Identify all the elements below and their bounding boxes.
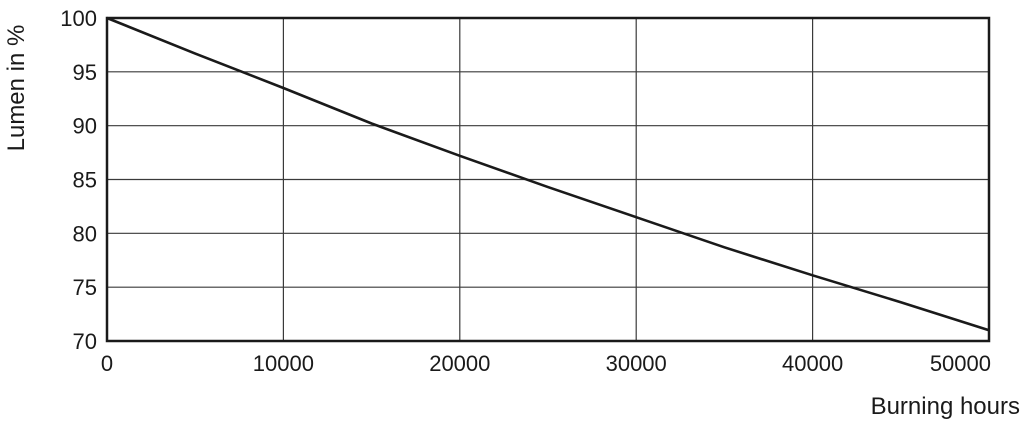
y-tick-label: 75 [73, 275, 97, 300]
y-tick-label: 80 [73, 221, 97, 246]
x-axis-ticks: 0 10000 20000 30000 40000 50000 [101, 351, 991, 376]
series-group [106, 16, 990, 332]
x-tick-label: 20000 [429, 351, 490, 376]
y-axis-label: Lumen in % [3, 25, 30, 152]
x-axis-label: Burning hours [871, 393, 1020, 420]
series-line-0 [106, 16, 990, 332]
x-tick-label: 10000 [253, 351, 314, 376]
y-tick-label: 90 [73, 114, 97, 139]
y-axis-ticks: 70 75 80 85 90 95 100 [60, 6, 97, 354]
plot-frame [105, 16, 991, 343]
y-tick-label: 95 [73, 60, 97, 85]
y-tick-label: 100 [60, 6, 97, 31]
x-tick-label: 50000 [930, 351, 991, 376]
y-tick-label: 70 [73, 329, 97, 354]
x-tick-label: 0 [101, 351, 113, 376]
grid [107, 18, 989, 341]
x-tick-label: 40000 [782, 351, 843, 376]
x-tick-label: 30000 [606, 351, 667, 376]
y-tick-label: 85 [73, 168, 97, 193]
